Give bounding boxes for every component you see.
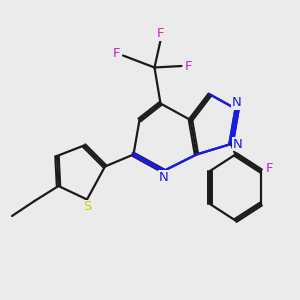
Text: F: F	[112, 46, 120, 60]
Text: N: N	[232, 96, 242, 110]
Text: F: F	[266, 162, 273, 175]
Text: N: N	[233, 137, 242, 151]
Text: F: F	[157, 27, 164, 40]
Text: S: S	[83, 200, 91, 214]
Text: F: F	[184, 59, 192, 73]
Text: N: N	[159, 171, 168, 184]
